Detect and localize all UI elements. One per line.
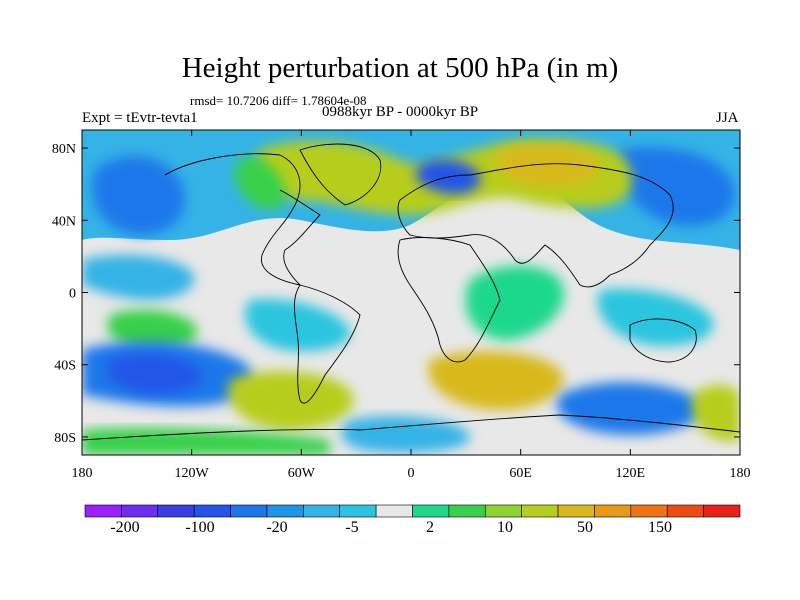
colorbar-label: 150 [648, 519, 672, 536]
coast-antarctica [82, 414, 740, 441]
field-strong-neg-nh [92, 156, 186, 235]
coast-south-america [293, 284, 361, 404]
coast-africa [397, 237, 501, 363]
field-blue-box-atl [617, 147, 736, 226]
y-tick-label: 80N [52, 142, 76, 157]
colorbar-label: -20 [266, 519, 287, 536]
colorbar-swatch [193, 504, 231, 518]
colorbar-swatch [630, 504, 668, 518]
field-strong-neg-south-pacific [107, 354, 202, 394]
rmsd-diff-label: rmsd= 10.7206 diff= 1.78604e-08 [190, 93, 367, 108]
colorbar-swatch [121, 504, 159, 518]
colorbar-swatch [703, 504, 741, 518]
colorbar [84, 504, 741, 518]
colorbar-swatch [157, 504, 195, 518]
colorbar-label: -200 [110, 519, 139, 536]
field-strong-pos-siberia [496, 144, 601, 187]
colorbar-swatch [303, 504, 341, 518]
colorbar-label: 50 [577, 519, 593, 536]
colorbar-swatch [266, 504, 304, 518]
x-tick-label: 0 [408, 466, 415, 481]
coast-australia [629, 318, 697, 363]
colorbar-swatch [448, 504, 486, 518]
field-pos-south-america [228, 371, 354, 430]
colorbar-swatch [375, 504, 413, 518]
field-pos-antarctic [82, 428, 330, 455]
y-axis: 80N 40N 0 40S 80S [52, 142, 740, 446]
x-tick-label: 60W [288, 466, 316, 481]
field-tropical-blue-indian [597, 288, 714, 346]
y-tick-label: 40S [54, 359, 76, 374]
colorbar-swatch [484, 504, 522, 518]
field-green-nam [234, 157, 286, 210]
field-tropical-green-west [107, 309, 198, 351]
colorbar-swatch [666, 504, 704, 518]
colorbar-swatch [557, 504, 595, 518]
field-pos-southwest-pacific [691, 384, 740, 442]
period-label: 0988kyr BP - 0000kyr BP [322, 104, 479, 120]
colorbar-label: 10 [497, 519, 513, 536]
field-pos-south-atlantic [428, 351, 564, 410]
colorbar-swatch [521, 504, 559, 518]
coast-north-america [164, 153, 321, 286]
field-neg-south-indian [557, 382, 706, 435]
field-tropical-green-africa [465, 265, 564, 341]
colorbar-label: 2 [426, 519, 434, 536]
x-tick-label: 180 [72, 466, 93, 481]
colorbar-swatch [594, 504, 632, 518]
colorbar-swatch [412, 504, 450, 518]
colorbar-swatch [230, 504, 268, 518]
y-tick-label: 80S [54, 431, 76, 446]
colorbar-label: -100 [185, 519, 214, 536]
field-tropical-blue-pacific [244, 299, 351, 352]
x-tick-label: 120W [175, 466, 210, 481]
field-layer [82, 130, 740, 455]
field-tropical-blue [82, 254, 195, 300]
colorbar-swatch [339, 504, 377, 518]
chart-title: Height perturbation at 500 hPa (in m) [181, 52, 619, 84]
colorbar-labels: -200 -100 -20 -5 2 10 50 150 [110, 519, 672, 536]
y-tick-label: 0 [69, 287, 76, 302]
colorbar-label: -5 [345, 519, 358, 536]
season-label: JJA [716, 110, 739, 126]
colorbar-swatch [84, 504, 122, 518]
x-tick-label: 180 [730, 466, 751, 481]
coastlines [82, 143, 740, 441]
x-axis: 180 120W 60W 0 60E 120E 180 [72, 130, 751, 481]
coast-eurasia [397, 163, 674, 288]
x-tick-label: 120E [616, 466, 646, 481]
field-neg-antarctic-atl [341, 415, 471, 453]
coast-greenland [299, 143, 382, 206]
x-tick-label: 60E [509, 466, 532, 481]
y-tick-label: 40N [52, 214, 76, 229]
experiment-label: Expt = tEvtr-tevta1 [82, 110, 198, 126]
